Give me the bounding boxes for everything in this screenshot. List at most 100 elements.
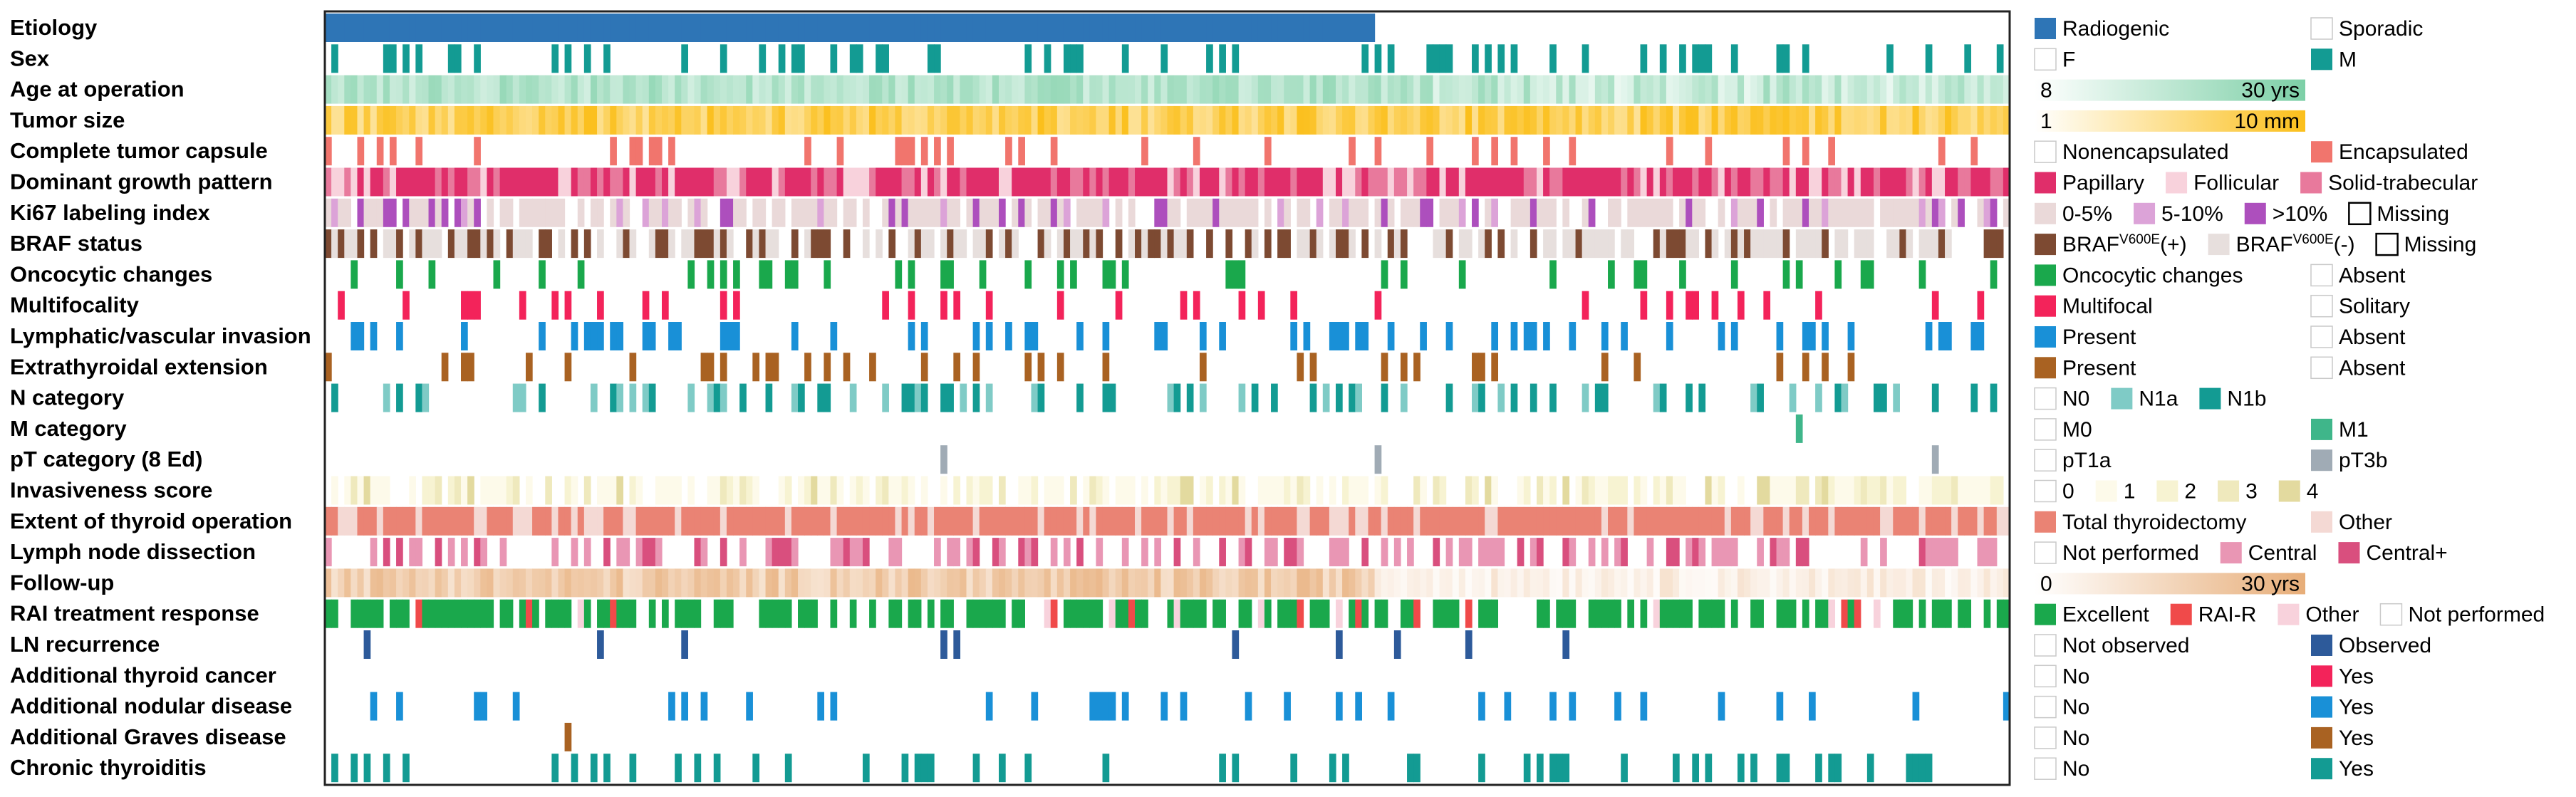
cell-ki67 (798, 198, 805, 227)
cell-sex (1063, 44, 1071, 73)
cell-inv_score (1297, 476, 1304, 505)
cell-thyroiditis (1329, 754, 1336, 783)
legend-label-etiology: Sporadic (2339, 17, 2423, 41)
cell-tumor_size (1141, 105, 1148, 135)
track-label-lvi: Lymphatic/vascular invasion (10, 323, 311, 348)
cell-etiology (577, 14, 585, 42)
cell-lnd (1530, 538, 1537, 567)
cell-rai (551, 599, 559, 628)
cell-age (1621, 75, 1628, 104)
cell-rai (726, 599, 734, 628)
cell-inv_score (506, 476, 514, 505)
cell-oncocytic (947, 260, 954, 289)
cell-rai (1400, 599, 1408, 628)
cell-tumor_size (733, 105, 740, 135)
cell-ki67 (1050, 198, 1058, 227)
cell-inv_score (1653, 476, 1661, 505)
cell-braf (1439, 229, 1447, 259)
cell-rai (720, 599, 727, 628)
legend-swatch-ki67 (2035, 202, 2056, 224)
cell-inv_score (1472, 476, 1479, 505)
cell-lnd (1458, 538, 1466, 567)
cell-growth (409, 167, 416, 197)
cell-tumor_size (752, 105, 760, 135)
cell-ki67 (1899, 198, 1907, 227)
cell-extent (1860, 506, 1868, 536)
cell-age (539, 75, 546, 104)
cell-braf (1666, 229, 1673, 259)
cell-extent (1608, 506, 1615, 536)
legend-gradient-age (2035, 79, 2305, 101)
cell-lvi (1925, 322, 1933, 350)
cell-tumor_size (1692, 105, 1699, 135)
cell-braf (648, 229, 656, 259)
cell-n_cat (1549, 383, 1557, 412)
cell-followup (772, 568, 779, 598)
cell-inv_score (1381, 476, 1388, 505)
cell-braf (720, 229, 727, 259)
cell-ki67 (687, 198, 695, 227)
cell-braf (1478, 229, 1485, 259)
cell-followup (467, 568, 474, 598)
cell-extent (616, 506, 624, 536)
cell-ki67 (370, 198, 378, 227)
cell-followup (1608, 568, 1615, 598)
cell-followup (428, 568, 436, 598)
cell-age (765, 75, 773, 104)
cell-ki67 (1750, 198, 1757, 227)
cell-ki67 (901, 198, 909, 227)
cell-tumor_size (1970, 105, 1978, 135)
cell-tumor_size (836, 105, 844, 135)
cell-age (1569, 75, 1577, 104)
cell-sex (720, 44, 727, 73)
cell-n_cat (1698, 383, 1706, 412)
legend-max: 30 yrs (2241, 572, 2300, 595)
cell-n_cat (1186, 383, 1194, 412)
cell-lnd (720, 538, 727, 567)
cell-braf (1866, 229, 1874, 259)
cell-extent (687, 506, 695, 536)
legend-label-ete: Present (2062, 356, 2136, 380)
cell-growth (1433, 167, 1440, 197)
cell-etiology (804, 14, 811, 42)
cell-braf (947, 229, 954, 259)
cell-braf (1562, 229, 1570, 259)
cell-etiology (635, 14, 643, 42)
cell-rai (1173, 599, 1181, 628)
legend-swatch-thyroiditis (2034, 757, 2057, 780)
cell-growth (772, 167, 779, 197)
cell-sex (1219, 44, 1226, 73)
cell-extent (1491, 506, 1499, 536)
cell-growth (979, 167, 987, 197)
cell-etiology (1251, 14, 1259, 42)
cell-ki67 (1102, 198, 1110, 227)
cell-followup (1322, 568, 1330, 598)
cell-age (739, 75, 747, 104)
cell-sex (1485, 44, 1492, 73)
cell-growth (876, 167, 883, 197)
cell-growth (1297, 167, 1304, 197)
cell-tumor_size (1316, 105, 1324, 135)
cell-ki67 (1089, 198, 1097, 227)
cell-inv_score (1186, 476, 1194, 505)
cell-followup (914, 568, 922, 598)
cell-lnd (1024, 538, 1032, 567)
cell-tumor_size (1277, 105, 1284, 135)
cell-growth (467, 167, 474, 197)
cell-followup (642, 568, 650, 598)
cell-lnd (1802, 538, 1809, 567)
cell-lnd (1219, 538, 1226, 567)
cell-age (1730, 75, 1738, 104)
cell-age (1173, 75, 1181, 104)
cell-growth (972, 167, 980, 197)
legend-swatch-lvi (2310, 325, 2333, 348)
cell-tumor_size (409, 105, 416, 135)
cell-ki67 (642, 198, 650, 227)
cell-rai (940, 599, 947, 628)
cell-tumor_size (1983, 105, 1991, 135)
legend-gradient-followup (2035, 573, 2305, 595)
legend-swatch-etiology (2310, 17, 2333, 40)
cell-etiology (474, 14, 481, 42)
cell-followup (1433, 568, 1440, 598)
cell-rai (370, 599, 378, 628)
